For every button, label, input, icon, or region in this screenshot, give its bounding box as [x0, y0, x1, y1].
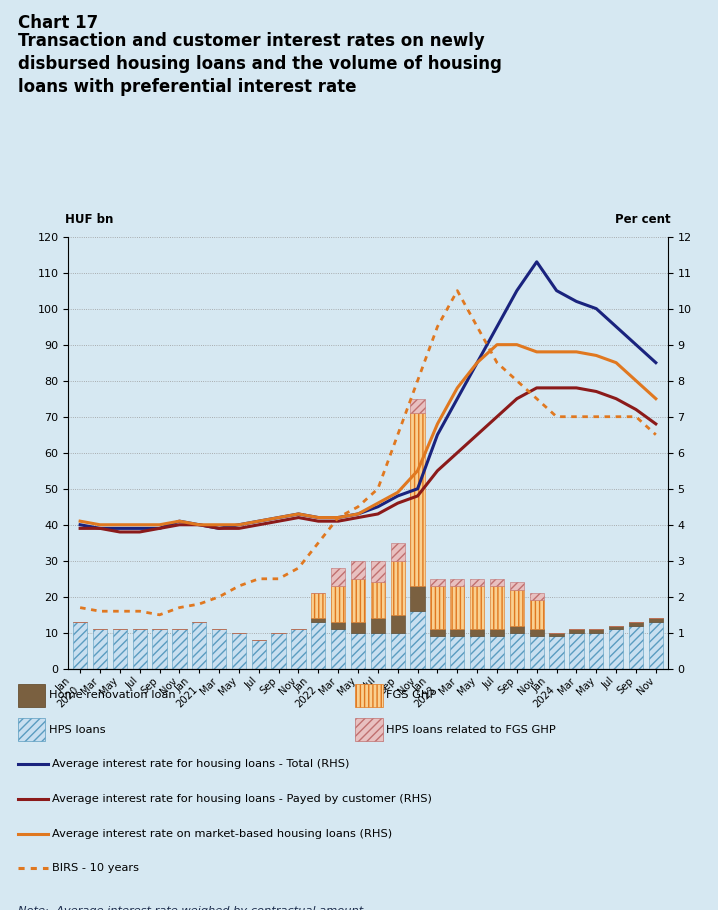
Bar — [152, 629, 167, 669]
Bar — [510, 582, 524, 590]
Bar — [530, 601, 544, 629]
Bar — [113, 629, 127, 669]
Bar — [411, 612, 425, 669]
Bar — [450, 636, 465, 669]
Bar — [271, 632, 286, 669]
Bar — [450, 629, 465, 636]
Bar — [430, 586, 444, 629]
Bar — [411, 399, 425, 413]
Bar — [212, 629, 226, 669]
Text: Chart 17: Chart 17 — [18, 14, 98, 32]
Bar — [331, 622, 345, 629]
Bar — [251, 640, 266, 669]
Bar — [232, 632, 246, 669]
Bar — [430, 579, 444, 586]
Text: HPS loans: HPS loans — [49, 725, 106, 734]
Text: Home renovation loan: Home renovation loan — [49, 691, 175, 700]
Text: Note:  Average interest rate weighed by contractual amount.
Transaction and cust: Note: Average interest rate weighed by c… — [18, 906, 394, 910]
Bar — [370, 632, 385, 669]
Bar — [609, 629, 623, 669]
Bar — [490, 579, 504, 586]
Bar — [331, 568, 345, 586]
Bar — [450, 579, 465, 586]
Text: Average interest rate for housing loans - Total (RHS): Average interest rate for housing loans … — [52, 760, 349, 769]
Bar — [648, 619, 663, 622]
Bar — [569, 632, 584, 669]
Text: Transaction and customer interest rates on newly
disbursed housing loans and the: Transaction and customer interest rates … — [18, 32, 502, 96]
Bar — [93, 629, 107, 669]
Bar — [470, 629, 485, 636]
Text: Average interest rate on market-based housing loans (RHS): Average interest rate on market-based ho… — [52, 829, 392, 838]
Bar — [370, 619, 385, 632]
Bar — [549, 632, 564, 636]
Bar — [351, 579, 365, 622]
Bar — [351, 632, 365, 669]
Bar — [648, 622, 663, 669]
Bar — [490, 629, 504, 636]
Bar — [311, 622, 325, 669]
Bar — [18, 719, 45, 741]
Bar — [391, 632, 405, 669]
Bar — [391, 542, 405, 561]
Bar — [629, 626, 643, 669]
Text: Per cent: Per cent — [615, 213, 671, 226]
Bar — [351, 561, 365, 579]
Bar — [609, 626, 623, 629]
Text: HPS loans related to FGS GHP: HPS loans related to FGS GHP — [386, 725, 556, 734]
Bar — [510, 626, 524, 632]
Bar — [470, 636, 485, 669]
Bar — [411, 586, 425, 612]
Text: HUF bn: HUF bn — [65, 213, 113, 226]
Bar — [589, 632, 603, 669]
Bar — [450, 586, 465, 629]
Bar — [355, 684, 383, 706]
Bar — [510, 632, 524, 669]
Bar — [73, 622, 88, 669]
Bar — [292, 629, 306, 669]
Bar — [549, 636, 564, 669]
Bar — [355, 719, 383, 741]
Bar — [192, 622, 206, 669]
Bar — [589, 629, 603, 632]
Bar — [391, 615, 405, 632]
Bar — [430, 636, 444, 669]
Text: BIRS - 10 years: BIRS - 10 years — [52, 864, 139, 873]
Text: FGS GHP: FGS GHP — [386, 691, 437, 700]
Bar — [311, 593, 325, 619]
Bar — [331, 629, 345, 669]
Bar — [370, 561, 385, 582]
Bar — [490, 586, 504, 629]
Bar — [391, 561, 405, 615]
Bar — [351, 622, 365, 632]
Bar — [172, 629, 187, 669]
Bar — [411, 413, 425, 586]
Bar — [470, 586, 485, 629]
Bar — [370, 582, 385, 619]
Bar — [530, 629, 544, 636]
Bar — [18, 684, 45, 706]
Bar — [530, 593, 544, 601]
Text: Average interest rate for housing loans - Payed by customer (RHS): Average interest rate for housing loans … — [52, 794, 432, 804]
Bar — [510, 590, 524, 626]
Bar — [629, 622, 643, 626]
Bar — [470, 579, 485, 586]
Bar — [311, 619, 325, 622]
Bar — [530, 636, 544, 669]
Bar — [133, 629, 146, 669]
Bar — [490, 636, 504, 669]
Bar — [331, 586, 345, 622]
Bar — [430, 629, 444, 636]
Bar — [569, 629, 584, 632]
